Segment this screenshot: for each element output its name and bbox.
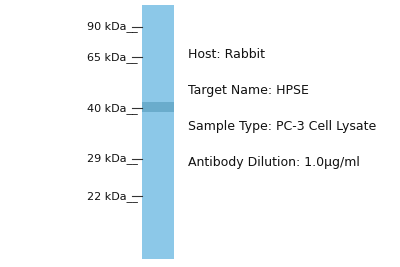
Text: Sample Type: PC-3 Cell Lysate: Sample Type: PC-3 Cell Lysate bbox=[188, 120, 376, 133]
Text: 40 kDa__: 40 kDa__ bbox=[87, 103, 138, 113]
Text: Antibody Dilution: 1.0µg/ml: Antibody Dilution: 1.0µg/ml bbox=[188, 156, 360, 169]
Text: 65 kDa__: 65 kDa__ bbox=[87, 52, 138, 63]
Bar bbox=[142, 5, 174, 259]
Text: Target Name: HPSE: Target Name: HPSE bbox=[188, 84, 309, 97]
Text: 29 kDa__: 29 kDa__ bbox=[87, 154, 138, 164]
Text: 22 kDa__: 22 kDa__ bbox=[87, 191, 138, 202]
Bar bbox=[142, 102, 174, 112]
Text: 90 kDa__: 90 kDa__ bbox=[87, 21, 138, 32]
Text: Host: Rabbit: Host: Rabbit bbox=[188, 48, 265, 61]
